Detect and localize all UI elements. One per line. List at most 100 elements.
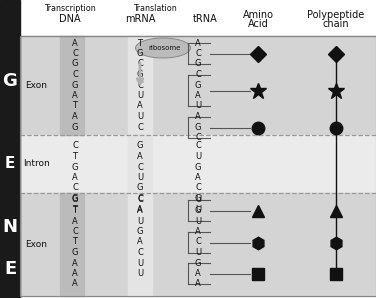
Bar: [20, 193, 376, 296]
Text: U: U: [137, 173, 143, 182]
Text: G: G: [195, 258, 201, 268]
Text: C: C: [195, 133, 201, 142]
Text: G: G: [137, 184, 143, 193]
Text: chain: chain: [323, 19, 349, 29]
Text: A: A: [137, 206, 143, 215]
Text: Exon: Exon: [25, 81, 47, 90]
Text: A: A: [137, 238, 143, 246]
Text: U: U: [137, 269, 143, 278]
Text: C: C: [72, 70, 78, 79]
Text: U: U: [137, 91, 143, 100]
Bar: [20, 135, 376, 193]
Text: U: U: [195, 102, 201, 111]
Text: Polypeptide: Polypeptide: [307, 10, 365, 20]
Text: G: G: [137, 227, 143, 236]
Bar: [20, 36, 376, 135]
Text: C: C: [137, 60, 143, 69]
Text: T: T: [73, 152, 77, 161]
Text: A: A: [137, 152, 143, 161]
Text: A: A: [72, 173, 78, 182]
Text: Translation: Translation: [133, 4, 177, 13]
Text: G: G: [72, 162, 78, 172]
Text: C: C: [137, 195, 143, 204]
Text: C: C: [72, 142, 78, 150]
Text: C: C: [137, 194, 143, 203]
Text: U: U: [195, 152, 201, 161]
Text: G: G: [72, 60, 78, 69]
Text: T: T: [138, 38, 143, 47]
Bar: [20, 36, 376, 296]
Text: N: N: [3, 218, 18, 235]
Text: T: T: [73, 238, 77, 246]
Text: A: A: [137, 102, 143, 111]
Text: T: T: [73, 206, 77, 215]
Text: C: C: [195, 184, 201, 193]
Text: U: U: [137, 112, 143, 121]
Text: Intron: Intron: [23, 159, 49, 168]
Text: G: G: [195, 122, 201, 131]
Text: Transcription: Transcription: [44, 4, 96, 13]
Text: Amino: Amino: [243, 10, 273, 20]
Text: C: C: [195, 238, 201, 246]
Text: A: A: [72, 280, 78, 288]
Text: G: G: [195, 194, 201, 203]
Text: C: C: [72, 49, 78, 58]
Text: G: G: [137, 142, 143, 150]
Text: A: A: [195, 173, 201, 182]
Text: G: G: [72, 122, 78, 131]
Text: C: C: [137, 122, 143, 131]
Text: A: A: [72, 38, 78, 47]
Text: G: G: [137, 70, 143, 79]
Text: A: A: [195, 38, 201, 47]
Text: T: T: [73, 204, 77, 213]
Text: Acid: Acid: [248, 19, 268, 29]
Text: U: U: [137, 258, 143, 268]
Text: G: G: [195, 206, 201, 215]
Text: mRNA: mRNA: [125, 14, 155, 24]
Text: G: G: [137, 49, 143, 58]
Text: C: C: [72, 184, 78, 193]
Bar: [60, 36, 84, 135]
Text: A: A: [72, 91, 78, 100]
Text: T: T: [73, 102, 77, 111]
Text: G: G: [72, 80, 78, 89]
Text: G: G: [195, 80, 201, 89]
Text: A: A: [137, 204, 143, 213]
Text: C: C: [72, 227, 78, 236]
Text: A: A: [195, 280, 201, 288]
Text: G: G: [72, 195, 78, 204]
Text: E: E: [5, 156, 15, 172]
Text: A: A: [195, 227, 201, 236]
Text: U: U: [195, 248, 201, 257]
Text: U: U: [195, 204, 201, 213]
Text: A: A: [72, 217, 78, 226]
Text: C: C: [195, 49, 201, 58]
Text: G: G: [195, 60, 201, 69]
Text: A: A: [195, 269, 201, 278]
Text: U: U: [195, 217, 201, 226]
Text: C: C: [195, 142, 201, 150]
Text: Exon: Exon: [25, 240, 47, 249]
Text: A: A: [195, 91, 201, 100]
Text: C: C: [137, 162, 143, 172]
Text: C: C: [137, 80, 143, 89]
Text: A: A: [72, 258, 78, 268]
Text: E: E: [4, 260, 16, 279]
Text: C: C: [195, 70, 201, 79]
Text: DNA: DNA: [59, 14, 81, 24]
Text: G: G: [72, 248, 78, 257]
Text: U: U: [137, 217, 143, 226]
Text: G: G: [3, 72, 17, 89]
Bar: [0, 0, 20, 298]
Text: A: A: [72, 112, 78, 121]
Bar: [60, 193, 84, 296]
Text: A: A: [72, 269, 78, 278]
Text: G: G: [72, 194, 78, 203]
Text: C: C: [137, 248, 143, 257]
Text: A: A: [195, 112, 201, 121]
Text: U: U: [195, 195, 201, 204]
Text: tRNA: tRNA: [193, 14, 217, 24]
Ellipse shape: [135, 38, 191, 58]
Bar: [128, 36, 152, 296]
Text: ribosome: ribosome: [149, 45, 181, 51]
